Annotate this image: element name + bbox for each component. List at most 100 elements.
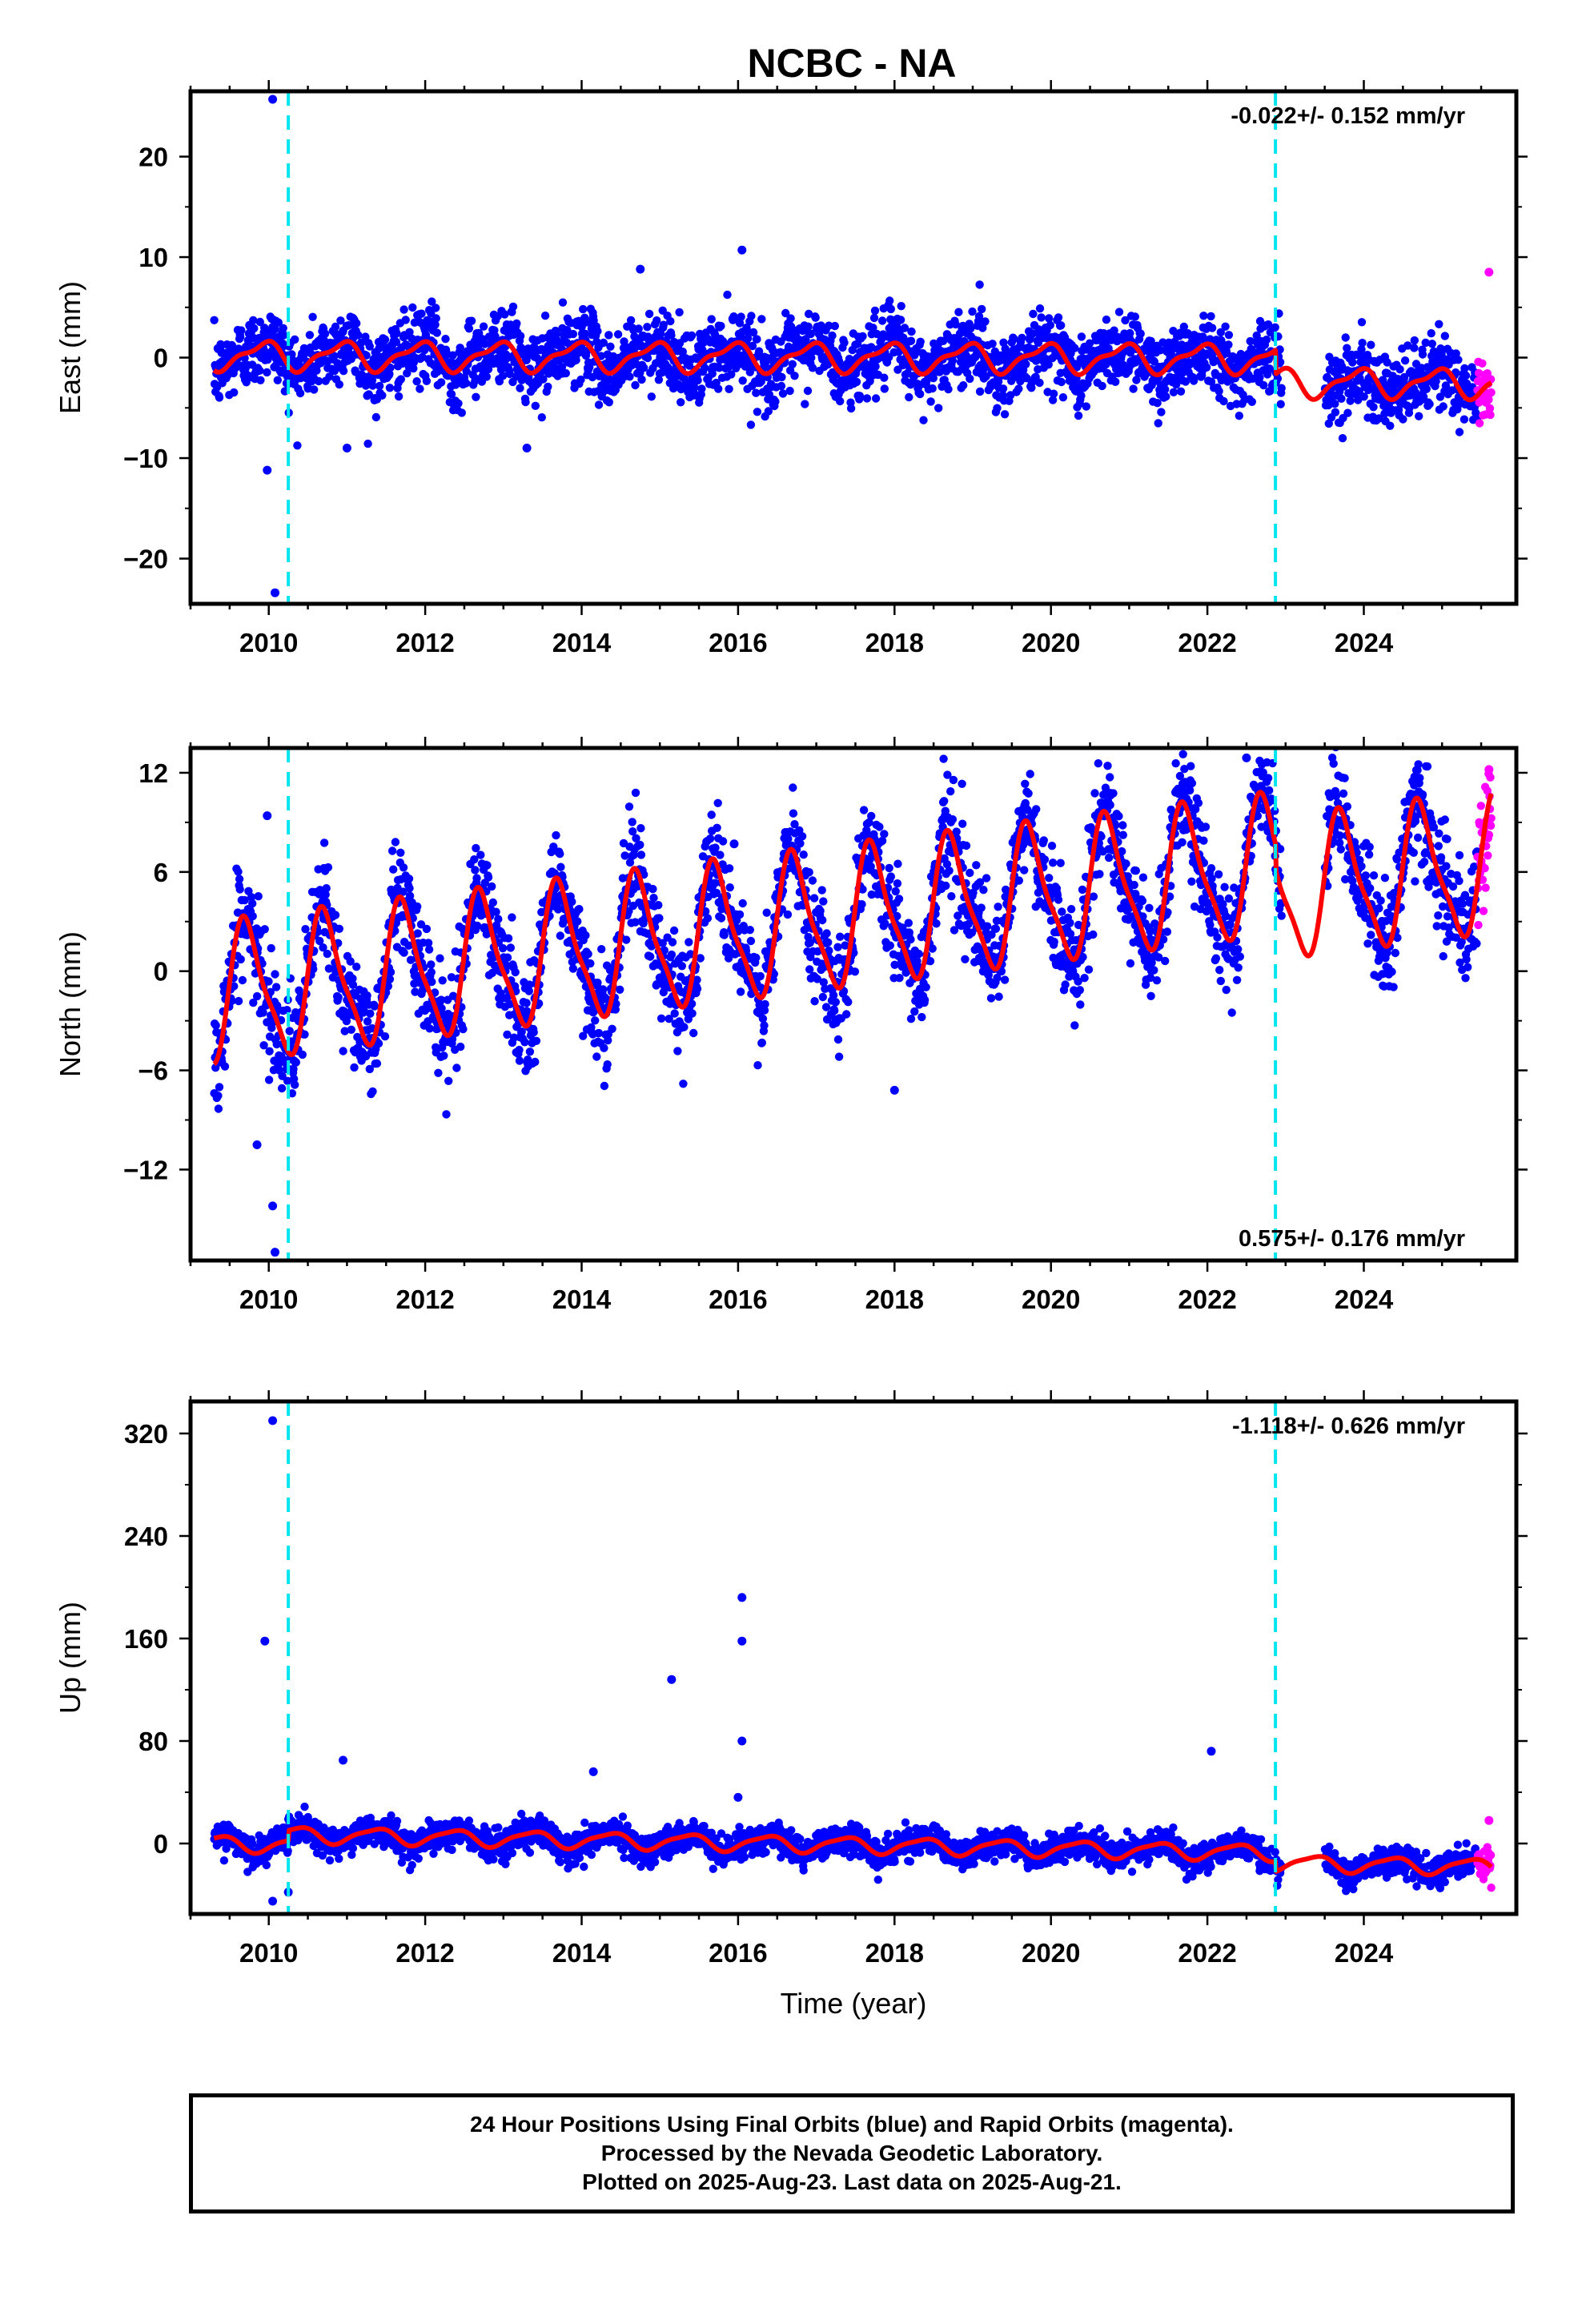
final-orbit-point — [417, 309, 426, 318]
final-orbit-point — [880, 384, 889, 393]
final-orbit-point — [948, 356, 958, 365]
final-orbit-point — [386, 364, 395, 372]
final-orbit-point — [723, 290, 732, 300]
final-orbit-point — [1455, 428, 1464, 436]
final-orbit-point — [620, 851, 629, 860]
final-orbit-point — [745, 926, 754, 935]
x-tick-label: 2012 — [396, 628, 454, 657]
final-orbit-point — [975, 387, 985, 396]
final-orbit-point — [235, 885, 244, 894]
final-orbit-point — [893, 879, 902, 888]
final-orbit-point — [319, 838, 329, 847]
final-orbit-point — [998, 384, 1008, 393]
final-orbit-point — [744, 334, 753, 343]
final-orbit-point — [389, 865, 398, 874]
final-orbit-point — [437, 1004, 446, 1013]
final-orbit-point — [249, 998, 258, 1007]
rate-label-east: -0.022+/- 0.152 mm/yr — [1231, 103, 1465, 129]
final-orbit-point — [993, 404, 1002, 412]
final-orbit-point — [532, 1036, 541, 1046]
final-orbit-point — [368, 381, 377, 390]
final-orbit-point — [796, 839, 805, 848]
final-orbit-point — [385, 975, 395, 984]
panel-data-east — [210, 94, 1496, 597]
final-orbit-point — [644, 309, 654, 319]
final-orbit-point — [677, 398, 685, 407]
final-orbit-point — [954, 308, 963, 316]
final-orbit-point — [844, 998, 853, 1007]
final-orbit-point — [436, 378, 446, 387]
final-orbit-point — [637, 375, 646, 384]
final-orbit-point — [308, 312, 317, 321]
final-orbit-point — [364, 390, 373, 399]
final-orbit-point — [540, 312, 550, 320]
final-orbit-point — [975, 280, 984, 289]
final-orbit-point — [790, 372, 799, 380]
final-orbit-point — [301, 925, 310, 934]
final-orbit-point — [464, 324, 474, 333]
final-orbit-point — [1058, 393, 1068, 402]
final-orbit-point — [260, 925, 269, 934]
final-orbit-point — [249, 316, 258, 325]
final-orbit-point — [521, 397, 530, 407]
final-orbit-point — [365, 1064, 374, 1074]
final-orbit-point — [434, 1068, 443, 1078]
final-orbit-point — [679, 1080, 688, 1088]
final-orbit-point — [579, 1031, 588, 1040]
final-orbit-point — [412, 377, 421, 386]
final-orbit-point — [713, 798, 722, 807]
final-orbit-point — [323, 949, 331, 959]
final-orbit-point — [756, 971, 765, 981]
final-orbit-point — [821, 1003, 831, 1011]
final-orbit-point — [697, 384, 706, 393]
final-orbit-point — [643, 323, 652, 332]
final-orbit-point — [961, 955, 970, 964]
final-orbit-point — [947, 892, 956, 901]
final-orbit-point — [1074, 411, 1083, 420]
final-orbit-point — [946, 787, 955, 796]
final-orbit-point — [579, 304, 588, 314]
final-orbit-point — [283, 1006, 291, 1015]
final-orbit-point — [688, 1009, 697, 1018]
final-orbit-point — [600, 1081, 609, 1091]
final-orbit-point — [586, 959, 595, 968]
final-orbit-point — [1032, 805, 1041, 814]
final-orbit-point — [608, 1024, 616, 1034]
final-orbit-point — [331, 911, 340, 919]
final-orbit-point — [1154, 419, 1162, 428]
final-orbit-point — [1024, 789, 1033, 798]
final-orbit-point — [291, 1080, 299, 1089]
final-orbit-point — [944, 384, 953, 394]
final-orbit-point — [807, 353, 816, 362]
final-orbit-point — [1383, 358, 1391, 367]
final-orbit-point — [836, 396, 845, 406]
final-orbit-point — [515, 1056, 524, 1065]
final-orbit-point — [916, 389, 925, 399]
final-orbit-point — [634, 324, 643, 333]
final-orbit-point — [690, 383, 699, 392]
final-orbit-point — [654, 901, 663, 910]
final-orbit-point — [669, 926, 679, 935]
final-orbit-point — [606, 342, 615, 351]
y-tick-label: −10 — [123, 444, 168, 473]
final-orbit-point — [593, 327, 602, 336]
figure-title: NCBC - NA — [747, 41, 956, 86]
final-orbit-point — [646, 952, 655, 961]
final-orbit-point — [974, 312, 984, 321]
final-orbit-point — [580, 329, 590, 338]
final-orbit-point — [557, 363, 567, 372]
final-orbit-point — [994, 992, 1003, 1001]
final-orbit-point — [573, 917, 582, 926]
final-orbit-point — [1348, 358, 1357, 367]
final-orbit-point — [867, 811, 876, 821]
y-tick-label: 20 — [139, 143, 168, 172]
final-orbit-point — [391, 337, 401, 347]
final-orbit-point — [1461, 371, 1471, 380]
final-orbit-point — [264, 977, 273, 986]
final-orbit-point — [1136, 329, 1145, 338]
final-orbit-point — [1419, 392, 1428, 401]
final-orbit-point — [447, 390, 456, 399]
final-orbit-point — [503, 953, 512, 962]
final-orbit-point — [309, 964, 318, 974]
final-orbit-point — [484, 332, 494, 341]
